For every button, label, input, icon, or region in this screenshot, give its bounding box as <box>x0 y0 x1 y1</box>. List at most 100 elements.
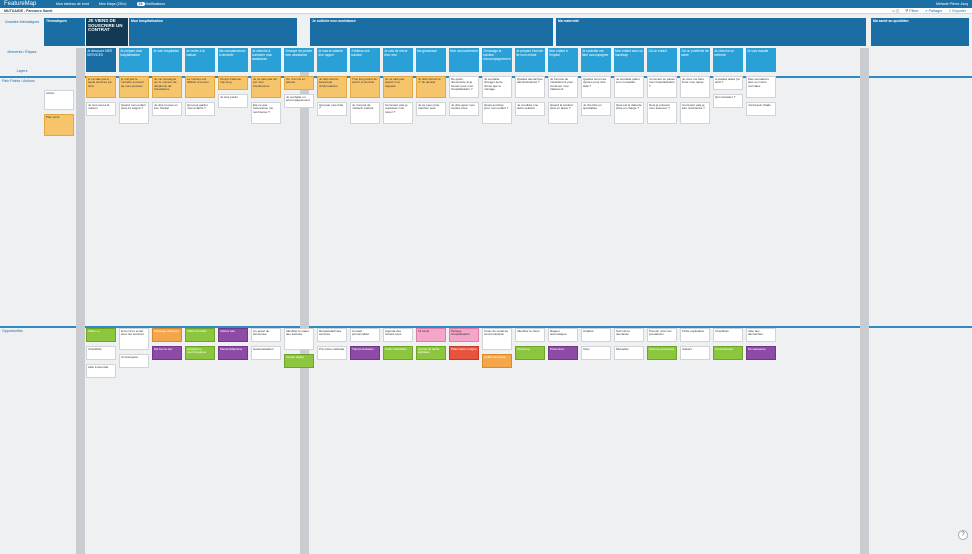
opportunity-card[interactable]: Pré-visite médicale <box>317 346 347 360</box>
moment-card[interactable]: Je prépare mon hospitalisation <box>119 48 149 72</box>
layer-label-pain-point[interactable]: Pain point <box>44 114 74 136</box>
moment-card[interactable]: Mon enfant avec un handicap <box>614 48 644 72</box>
moment-card[interactable]: Mon accouchement <box>449 48 479 72</box>
pain-point-card[interactable]: Je souhaite parler à un conseiller <box>614 76 644 98</box>
pain-point-card[interactable]: Je souhaite un accompagnement <box>284 94 314 108</box>
pain-point-card[interactable]: Qui contacter ? <box>713 94 743 108</box>
theme-header-hospitalisation[interactable]: Mon hospitalisation <box>129 18 297 46</box>
pain-point-card[interactable]: je n'ai pas le moindre souvenir de mes s… <box>119 76 149 98</box>
moment-card[interactable]: Je souhaite me faire accompagner <box>581 48 611 72</box>
opportunity-card[interactable]: Chatbot <box>581 328 611 342</box>
pain-point-card[interactable]: Je souhaite changer autre chose que le m… <box>482 76 512 98</box>
opportunity-card[interactable]: Conciergerie <box>119 354 149 368</box>
moment-card[interactable]: J'ai un enfant <box>647 48 677 72</box>
opportunity-card[interactable]: Prévention <box>548 346 578 360</box>
pain-point-card[interactable]: Je ne sais pas quand il va rappeler <box>383 76 413 98</box>
opportunity-card[interactable]: Ateliers <box>680 346 710 360</box>
moment-card[interactable]: Ma grossesse <box>416 48 446 72</box>
opportunity-card[interactable]: Fiche explicative <box>680 328 710 342</box>
pain-point-card[interactable]: Est-ce que l'assurance me rembourse ? <box>251 102 281 124</box>
app-logo[interactable]: FeatureMap <box>4 1 37 7</box>
theme-header-thematiques[interactable]: Thématiques <box>44 18 85 46</box>
pain-point-card[interactable]: Quand la solution sera en place ? <box>548 102 578 124</box>
pain-point-card[interactable]: Je dois gérer mes rendez-vous <box>449 102 479 116</box>
pain-point-card[interactable]: Je l'ai plus de médicament pour continue… <box>548 76 578 98</box>
pain-point-card[interactable]: Mes sensations plus ou moins normales <box>746 76 776 98</box>
opportunity-card[interactable]: Push Checklists <box>383 346 413 360</box>
moment-card[interactable]: Je suis en attente d'un rappel <box>317 48 347 72</box>
pain-point-card[interactable]: J'ai besoin d'aide <box>746 102 776 116</box>
filter-button[interactable]: ⧩ Filtrer <box>905 8 919 13</box>
pain-point-card[interactable]: Je suis perdu <box>218 94 248 108</box>
opportunity-card[interactable]: Identifier le client <box>515 328 545 342</box>
moment-card[interactable]: Je suis de retour chez moi <box>383 48 413 72</box>
pain-point-card[interactable]: Je suis seul à la maison <box>86 102 116 116</box>
opportunity-card[interactable]: Identifier le statut des assurés <box>284 328 314 350</box>
pain-point-card[interactable]: Je veux me faire livrer mes repas <box>680 76 710 98</box>
opportunity-card[interactable]: Kit naissance <box>746 346 776 360</box>
moment-card[interactable]: Je suis malade <box>746 48 776 72</box>
moment-card[interactable]: J'ai un problème de santé <box>680 48 710 72</box>
breadcrumb[interactable]: MUTUAIDE - Parcours Santé <box>4 8 53 13</box>
opportunity-card[interactable]: Géolocalisation <box>251 346 281 360</box>
pain-point-card[interactable]: Comment vais-je organiser mon retour ? <box>383 102 413 124</box>
pain-point-card[interactable]: Comment se passe mon hospitalisation ? <box>647 76 677 98</box>
opportunity-card[interactable]: Pouvoir noter les prestations <box>647 328 677 342</box>
pain-point-card[interactable]: Je ne peux plus marcher seul <box>416 102 446 116</box>
pain-point-card[interactable]: A quelles aides j'ai droit ? <box>713 76 743 90</box>
pain-point-card[interactable]: Dois-je prévenir mon assureur ? <box>647 102 677 124</box>
opportunity-card[interactable]: Fil santé <box>416 328 446 342</box>
opportunity-card[interactable]: Communauté <box>713 346 743 360</box>
moment-card[interactable]: Je rentre à la maison <box>185 48 215 72</box>
pain-point-card[interactable]: Je dois donner beaucoup d'informations <box>317 76 347 98</box>
share-button[interactable]: ↗ Partager <box>924 8 943 13</box>
nav-dashboard[interactable]: Mon tableau de bord <box>56 2 89 6</box>
opportunity-card[interactable]: Rappel automatique <box>548 328 578 342</box>
pain-point-card[interactable]: Je n'ai pas de médecin traitant <box>350 102 380 124</box>
help-button[interactable]: ? <box>958 530 968 540</box>
nav-notifications[interactable]: 39 Notifications <box>136 2 166 6</box>
opportunity-card[interactable]: Check-up <box>515 346 545 360</box>
opportunity-card[interactable]: Aide aux démarches <box>746 328 776 342</box>
opportunity-card[interactable]: Partage hospitalisation <box>449 328 479 342</box>
pain-point-card[interactable]: Je ne sais pas qui est mon interlocuteur <box>251 76 281 98</box>
opportunity-card[interactable]: Mutuelles <box>614 346 644 360</box>
export-button[interactable]: ⇩ Exporter <box>948 8 966 13</box>
opportunity-card[interactable]: Vidéo ++ <box>86 328 116 342</box>
opportunity-card[interactable]: Suivi de la demande <box>614 328 644 342</box>
moment-card[interactable]: Je cherche à contacter mon assistance <box>251 48 281 72</box>
pain-point-card[interactable]: Je dois donner le n° de dossier <box>416 76 446 98</box>
moment-card[interactable]: J'essaye de joindre mon assistance <box>284 48 314 72</box>
opportunity-card[interactable]: Conseil personnalisé <box>350 328 380 342</box>
pain-point-card[interactable]: Quelles sont mes options pour être aidé … <box>581 76 611 98</box>
opportunity-card[interactable]: Envoi d'un email avec les services <box>119 328 149 350</box>
pain-point-card[interactable]: Je me renseigne sur le numéro de télépho… <box>152 76 182 98</box>
pain-point-card[interactable]: Comment vais-je être remboursé ? <box>680 102 710 124</box>
moment-card[interactable]: J'envisage la solution d'accompagnement <box>482 48 512 72</box>
pain-point-card[interactable]: Le numéro est difficile à trouver <box>185 76 215 98</box>
opportunity-card[interactable]: Parrain/Marraine <box>218 346 248 360</box>
pain-point-card[interactable]: Qui paie mes frais ? <box>317 102 347 116</box>
moment-card[interactable]: Je découvre MES SERVICES <box>86 48 116 72</box>
moment-card[interactable]: Je suis hospitalisé <box>152 48 182 72</box>
pain-point-card[interactable]: Quelles démarches administratives ? <box>515 76 545 98</box>
layer-label-action[interactable]: Action <box>44 90 74 110</box>
pain-point-card[interactable]: Quand mon enfant sera-t-il soigné ? <box>119 102 149 124</box>
zoom-icon[interactable]: ▭ ◫ <box>891 8 900 13</box>
opportunity-card[interactable]: Carnet digital <box>284 354 314 368</box>
opportunity-card[interactable]: Visio <box>581 346 611 360</box>
nav-my-maps[interactable]: Mes Maps (29/∞) <box>98 2 127 6</box>
opportunity-card[interactable]: Pharmacie en ligne <box>449 346 479 360</box>
opportunity-card[interactable]: Coffre-fort santé <box>482 354 512 368</box>
pain-point-card[interactable]: Je dois trouver un bon hôpital <box>152 102 182 116</box>
opportunity-card[interactable]: Vidéos tuto <box>218 328 248 342</box>
opportunity-card[interactable]: Checklists <box>86 346 116 360</box>
theme-header-sante-quotidien[interactable]: Ma santé au quotidien <box>871 18 969 46</box>
pain-point-card[interactable]: On m'a mis en attente <box>284 76 314 90</box>
opportunity-card[interactable]: Aide à domicile <box>86 364 116 378</box>
moment-card[interactable]: Mon enfant à l'hôpital <box>548 48 578 72</box>
opportunity-card[interactable]: Choix du canal de communication <box>482 328 512 350</box>
opportunity-card[interactable]: Un appel de bienvenue <box>251 328 281 342</box>
pain-point-card[interactable]: Trop long avant de savoir si j'ai droit <box>350 76 380 98</box>
theme-header-assistance[interactable]: Je sollicite mon assistance <box>310 18 553 46</box>
